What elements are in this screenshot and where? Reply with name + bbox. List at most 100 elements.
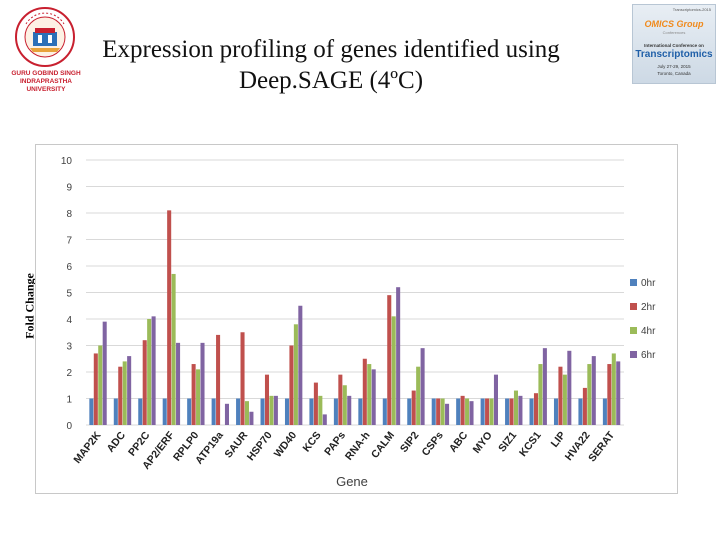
bar-0hr-SIZ1 [505,398,510,425]
conference-brand-sub: Conferences [662,30,686,35]
bar-2hr-SIZ1 [509,398,514,425]
bar-0hr-ATP19a [211,398,216,425]
conference-top-line: Transcriptomics-2015 [672,7,711,12]
legend-swatch [630,303,637,310]
x-tick-label: LIP [549,429,569,449]
bar-0hr-KCS [309,398,314,425]
bar-4hr-PAPs [342,385,347,425]
x-tick-label: CALM [369,429,397,460]
bar-6hr-ABC [469,401,474,425]
bar-6hr-AP2/ERF [176,342,181,425]
bar-2hr-CALM [387,295,392,425]
bar-0hr-SERAT [602,398,607,425]
bar-2hr-MAP2K [93,353,98,425]
slide-title: Expression profiling of genes identified… [102,36,560,94]
bar-6hr-KCS1 [542,348,547,425]
bar-4hr-KCS [318,395,323,425]
chart-x-ticks: MAP2K ADCPP2CAP2/ERFRPLP0ATP19aSAURHSP70W… [71,429,617,472]
chart-gridlines [86,159,624,426]
bar-6hr-PP2C [151,316,156,425]
legend-swatch [630,279,637,286]
university-seal-icon [15,7,75,67]
bar-0hr-AP2/ERF [162,398,167,425]
bar-4hr-SAUR [244,401,250,425]
bar-4hr-LIP [562,374,567,425]
chart-x-axis-label: Gene [336,474,368,489]
bar-0hr-SAUR [236,398,241,425]
bar-0hr-PP2C [138,398,143,425]
conference-brand: OMICS Group [644,19,704,29]
bar-4hr-RPLP0 [196,369,201,425]
bar-0hr-LIP [553,398,559,425]
x-tick-label: MYO [471,429,495,455]
bar-4hr-MYO [489,398,494,425]
conference-name: International Conference on [644,43,704,48]
bar-2hr-ABC [460,395,465,425]
bar-4hr-ADC [122,361,127,425]
y-tick-label: 0 [66,421,72,432]
y-tick-label: 1 [66,395,72,406]
chart-legend: 0hr 2hr 4hr 6hr [630,278,656,361]
bar-6hr-PAPs [347,395,352,425]
bar-0hr-CSPs [431,398,436,425]
bar-0hr-HVA22 [578,398,583,425]
bar-2hr-MYO [485,398,490,425]
bar-2hr-WD40 [289,345,294,425]
bar-4hr-CSPs [440,398,445,425]
bar-2hr-ADC [118,366,123,425]
chart-area: 0 1 2 3 4 5 6 7 8 9 10 MAP2K ADC PP2C AP2/ERF RPLP0 ATP… [35,144,678,494]
chart-bars [89,210,621,425]
x-tick-label: MAP2K [71,429,103,466]
y-tick-label: 9 [66,183,72,194]
bar-6hr-HSP70 [273,395,278,425]
y-tick-label: 10 [61,156,73,167]
x-tick-label: ABC [447,429,471,455]
bar-0hr-ABC [456,398,461,425]
bar-2hr-RPLP0 [191,364,196,425]
x-tick-label: KCS1 [517,429,544,459]
legend-label: 6hr [641,350,656,361]
x-tick-label: SERAT [586,429,617,464]
conference-banner: Transcriptomics-2015 OMICS Group Confere… [632,4,716,84]
x-tick-label: ADC [105,429,129,455]
y-tick-label: 5 [66,289,72,300]
bar-6hr-LIP [567,350,572,425]
bar-6hr-CSPs [445,403,450,425]
bar-2hr-SERAT [607,364,612,425]
bar-0hr-RNA-h [358,398,363,425]
x-tick-label: RNA-h [343,429,373,462]
bar-4hr-KCS1 [538,364,543,425]
bar-6hr-WD40 [298,305,303,425]
conference-dates: July 27-29, 2015 [657,64,691,69]
bar-4hr-PP2C [147,319,152,425]
x-tick-label: WD40 [272,429,300,460]
bar-4hr-AP2/ERF [171,273,176,425]
bar-6hr-MAP2K [102,321,107,425]
legend-label: 2hr [641,302,656,313]
x-tick-label: CSPs [420,429,446,458]
x-tick-label: HSP70 [245,429,275,463]
bar-chart: 0 1 2 3 4 5 6 7 8 9 10 MAP2K ADCPP2CAP2/ERFRPLP0ATP… [61,156,656,489]
y-tick-label: 8 [66,209,72,220]
bar-2hr-HVA22 [582,387,587,425]
bar-6hr-ATP19a [224,403,229,425]
university-logo: GURU GOBIND SINGH INDRAPRASTHA UNIVERSIT… [6,6,86,96]
bar-0hr-HSP70 [260,398,265,425]
bar-4hr-MAP2K [98,345,103,425]
bar-0hr-ADC [113,398,118,425]
bar-0hr-MAP2K [89,398,94,425]
bar-2hr-KCS [313,382,318,425]
bar-2hr-CSPs [436,398,441,425]
bar-0hr-CALM [382,398,387,425]
bar-2hr-PP2C [142,340,147,425]
bar-6hr-RNA-h [371,369,376,425]
y-tick-label: 4 [66,315,72,326]
bar-6hr-SIP2 [420,348,425,425]
bar-2hr-RNA-h [362,358,367,425]
conference-location: Toronto, Canada [657,71,691,76]
bar-0hr-RPLP0 [187,398,192,425]
y-tick-label: 6 [66,262,72,273]
legend-label: 4hr [641,326,656,337]
bar-0hr-KCS1 [529,398,534,425]
bar-4hr-SIZ1 [513,390,519,425]
